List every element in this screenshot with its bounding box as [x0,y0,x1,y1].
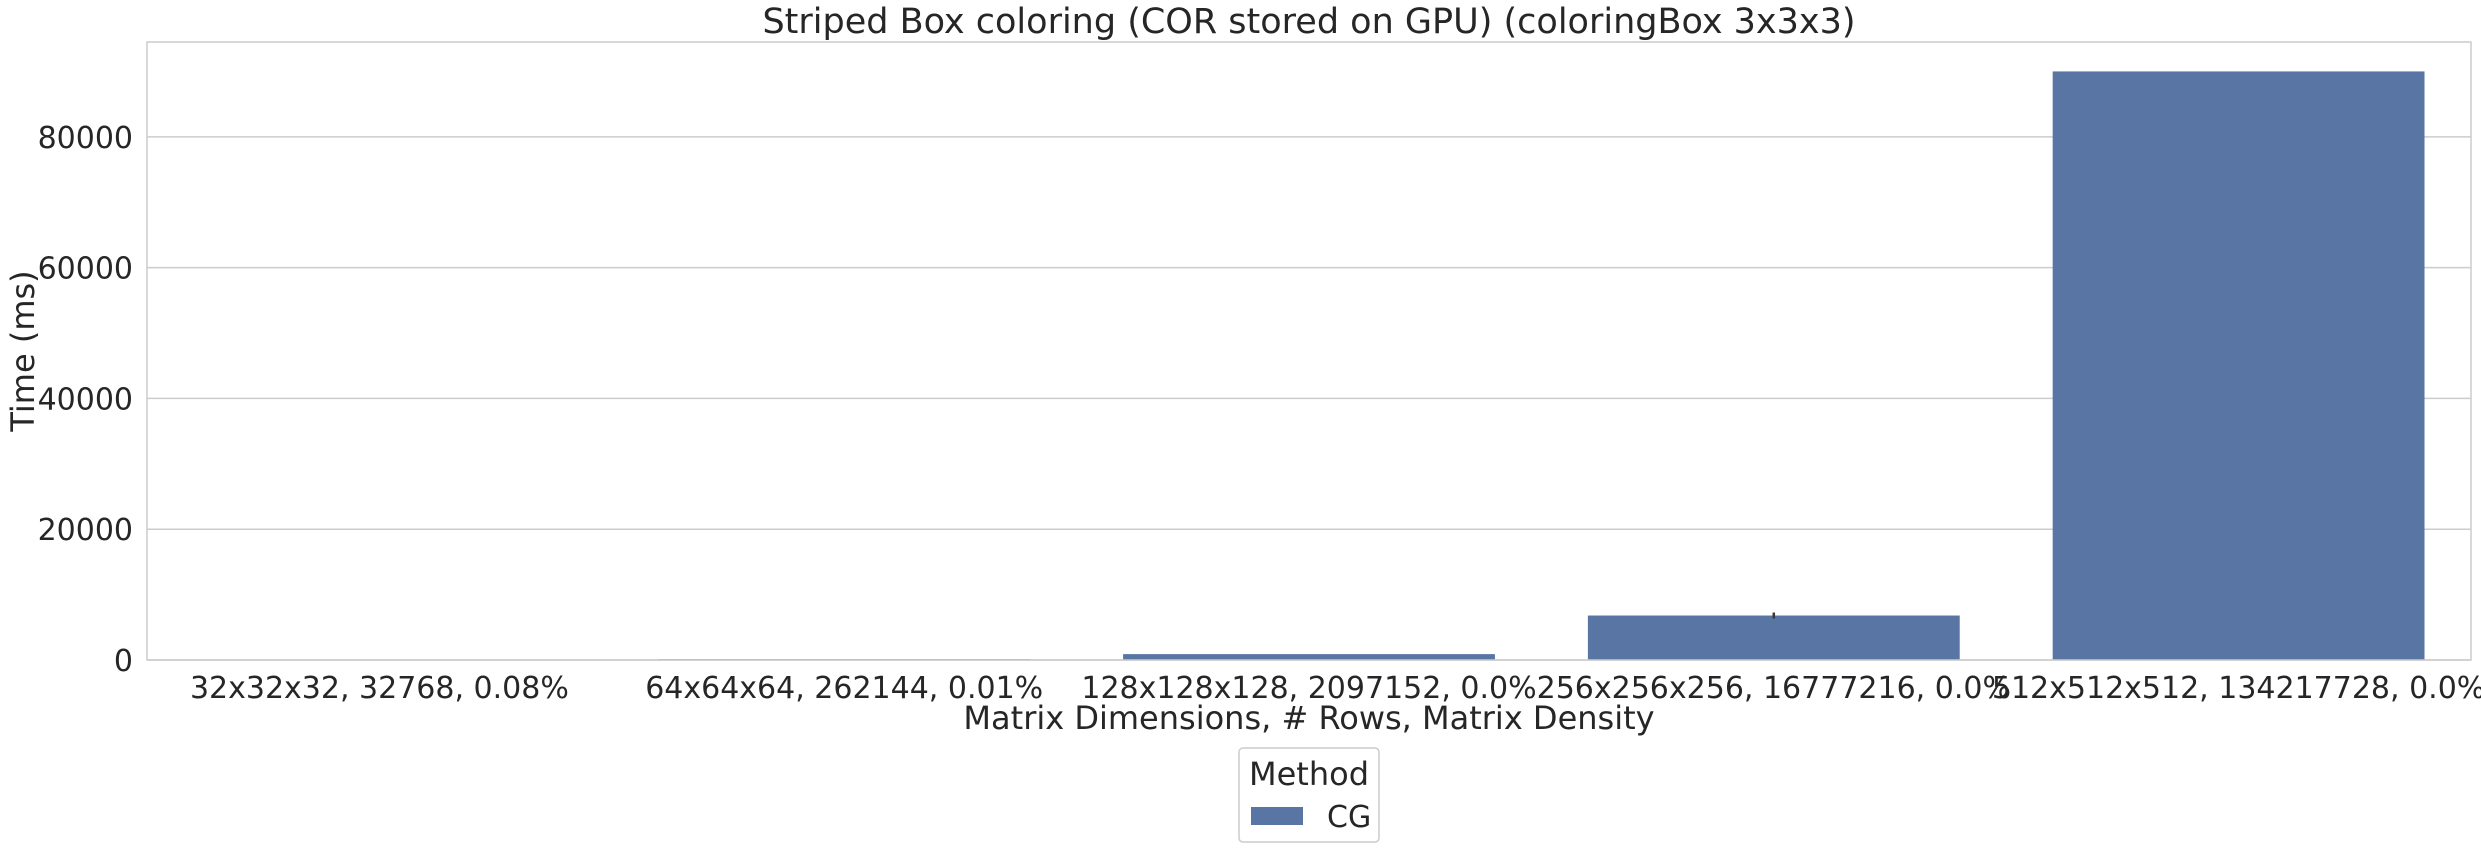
chart-title: Striped Box coloring (COR stored on GPU)… [762,2,1855,42]
bar-cg-2 [1123,654,1495,660]
bar-cg-4 [2053,71,2425,660]
y-tick-label: 0 [114,644,133,679]
legend-title: Method [1249,755,1369,793]
x-axis-title: Matrix Dimensions, # Rows, Matrix Densit… [963,699,1654,737]
y-tick-label: 60000 [38,252,133,287]
x-tick-label: 512x512x512, 134217728, 0.0% [1992,671,2481,706]
y-axis-title: Time (ms) [4,270,42,432]
x-tick-label: 32x32x32, 32768, 0.08% [190,671,569,706]
y-tick-label: 40000 [38,382,133,417]
legend: Method CG [1239,748,1379,842]
y-tick-label: 80000 [38,121,133,156]
bars [193,71,2424,660]
y-tick-label: 20000 [38,513,133,548]
bar-cg-3 [1588,616,1960,660]
legend-swatch-cg [1251,807,1303,825]
legend-label-cg: CG [1327,800,1371,835]
y-axis-ticks: 0 20000 40000 60000 80000 [38,121,133,679]
